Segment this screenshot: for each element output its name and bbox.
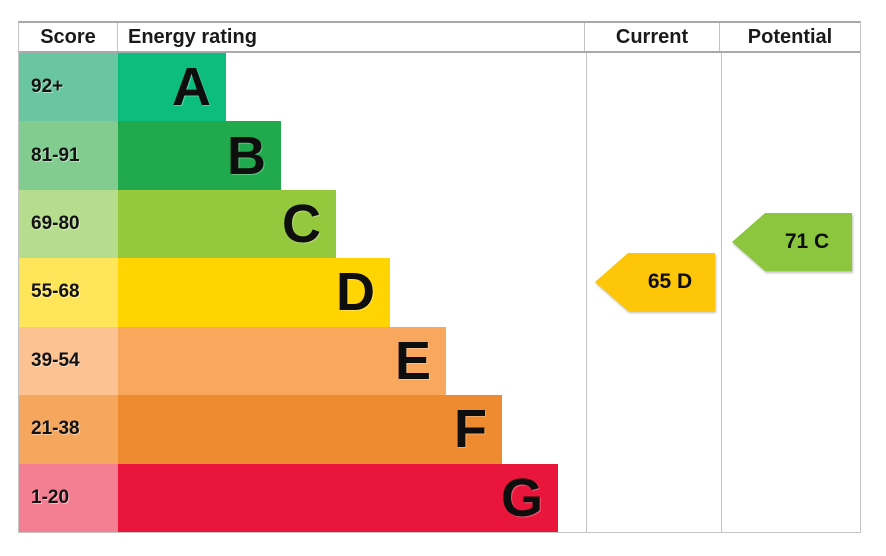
epc-table: Score Energy rating Current Potential 92…: [18, 21, 861, 533]
band-bar: C: [118, 189, 336, 259]
band-letter: F: [454, 399, 487, 460]
potential-rating-value: 71 C: [784, 230, 830, 253]
band-bar-area: F: [118, 395, 860, 464]
header-current: Current: [584, 23, 719, 51]
band-bar: E: [118, 326, 446, 396]
band-letter: B: [227, 125, 266, 186]
band-letter: G: [500, 467, 543, 528]
band-letter: D: [336, 262, 375, 323]
header-score: Score: [19, 23, 118, 51]
current-rating-arrow: 65 D: [594, 252, 716, 312]
band-bar: A: [118, 53, 226, 122]
band-score-range: 69-80: [19, 189, 118, 259]
band-row: 1-20 G: [19, 463, 860, 532]
band-bar-area: C: [118, 189, 860, 259]
band-row: 81-91 B: [19, 121, 860, 190]
band-letter: A: [172, 57, 211, 118]
band-bar-area: A: [118, 53, 860, 122]
band-bar: D: [118, 258, 390, 327]
band-bar-area: B: [118, 121, 860, 190]
band-score-range: 1-20: [19, 463, 118, 532]
current-column: [586, 53, 721, 532]
header-potential: Potential: [719, 23, 860, 51]
band-bar: B: [118, 121, 281, 190]
current-rating-value: 65 D: [647, 270, 693, 293]
header-energy-rating: Energy rating: [128, 25, 257, 48]
band-bar-area: E: [118, 326, 860, 396]
band-letter: C: [282, 194, 321, 255]
band-bar: F: [118, 395, 502, 464]
band-letter: E: [394, 330, 431, 391]
band-score-range: 81-91: [19, 121, 118, 190]
potential-rating-arrow: 71 C: [731, 212, 853, 272]
band-score-range: 55-68: [19, 258, 118, 327]
band-bar-area: D: [118, 258, 860, 327]
band-row: 69-80 C: [19, 189, 860, 259]
table-header: Score Energy rating Current Potential: [19, 23, 860, 53]
left-arrow-icon: [732, 213, 852, 271]
band-bar: G: [118, 463, 558, 532]
band-row: 92+ A: [19, 53, 860, 122]
band-row: 55-68 D: [19, 258, 860, 327]
band-score-range: 39-54: [19, 326, 118, 396]
band-score-range: 92+: [19, 53, 118, 122]
band-score-range: 21-38: [19, 395, 118, 464]
left-arrow-icon: [595, 253, 715, 311]
band-row: 39-54 E: [19, 326, 860, 396]
band-row: 21-38 F: [19, 395, 860, 464]
band-bar-area: G: [118, 463, 860, 532]
bands-area: 92+ A 81-91 B 69-80 C 55-68 D: [19, 53, 860, 532]
potential-column: [721, 53, 862, 532]
